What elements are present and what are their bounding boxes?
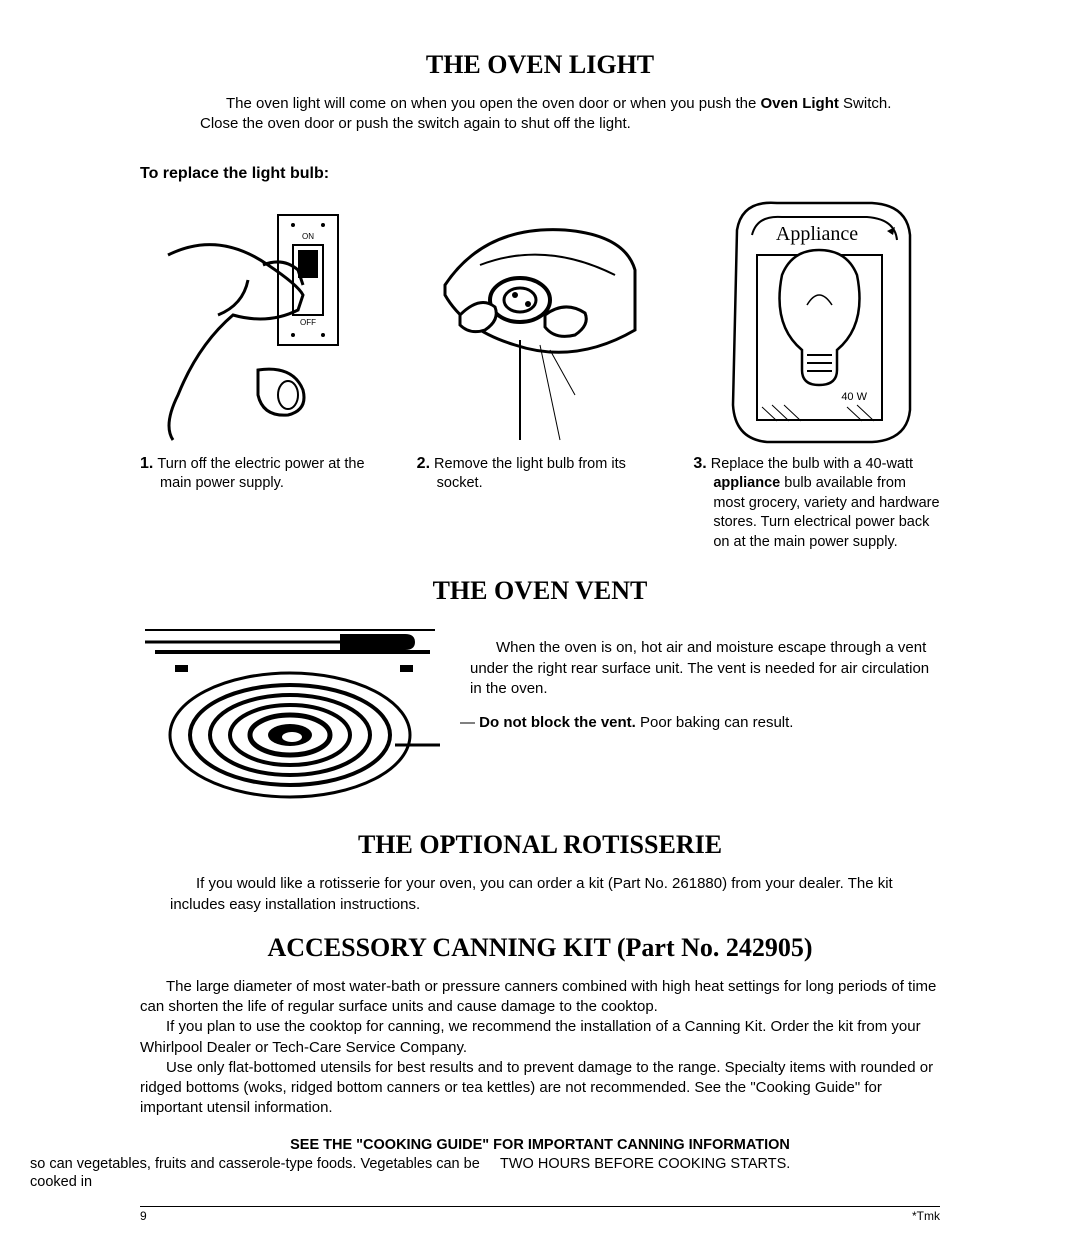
trademark-note: *Tmk xyxy=(912,1209,940,1223)
canning-p1: The large diameter of most water-bath or… xyxy=(140,977,940,1018)
tail-left: so can vegetables, fruits and casserole-… xyxy=(20,1155,490,1193)
oven-vent-p1: When the oven is on, hot air and moistur… xyxy=(470,638,940,699)
svg-text:OFF: OFF xyxy=(300,318,316,327)
hand-flipping-switch-icon: ON OFF xyxy=(148,195,378,445)
tail-columns: so can vegetables, fruits and casserole-… xyxy=(20,1155,960,1193)
tail-right: TWO HOURS BEFORE COOKING STARTS. xyxy=(490,1155,960,1193)
oven-vent-p2: — Do not block the vent. Poor baking can… xyxy=(460,713,940,733)
oven-light-intro: The oven light will come on when you ope… xyxy=(200,94,900,135)
step-2-figure xyxy=(417,195,664,445)
oven-vent-text: When the oven is on, hot air and moistur… xyxy=(470,620,940,747)
step-2: 2. Remove the light bulb from its socket… xyxy=(417,195,664,553)
oven-vent-title: THE OVEN VENT xyxy=(140,576,940,606)
step-1: ON OFF 1. Turn off the electric power at… xyxy=(140,195,387,553)
page-number: 9 xyxy=(140,1209,147,1223)
oven-light-title: THE OVEN LIGHT xyxy=(140,50,940,80)
cooking-guide-notice: SEE THE "COOKING GUIDE" FOR IMPORTANT CA… xyxy=(140,1137,940,1153)
svg-text:40 W: 40 W xyxy=(841,391,867,403)
canning-p3: Use only flat-bottomed utensils for best… xyxy=(140,1058,940,1119)
appliance-bulb-box-icon: Appliance 40 W xyxy=(717,195,917,445)
canning-text: The large diameter of most water-bath or… xyxy=(140,977,940,1119)
step-2-caption: 2. Remove the light bulb from its socket… xyxy=(417,453,664,494)
replace-bulb-heading: To replace the light bulb: xyxy=(140,165,940,183)
step-1-figure: ON OFF xyxy=(140,195,387,445)
step-3-caption: 3. Replace the bulb with a 40-watt appli… xyxy=(693,453,940,553)
step-1-caption: 1. Turn off the electric power at the ma… xyxy=(140,453,387,494)
canning-p2: If you plan to use the cooktop for canni… xyxy=(140,1017,940,1058)
step-3-figure: Appliance 40 W xyxy=(693,195,940,445)
oven-vent-figure xyxy=(140,620,440,810)
rotisserie-title: THE OPTIONAL ROTISSERIE xyxy=(140,830,940,860)
canning-title: ACCESSORY CANNING KIT (Part No. 242905) xyxy=(140,933,940,963)
manual-page: THE OVEN LIGHT The oven light will come … xyxy=(0,0,1080,1233)
bulb-steps: ON OFF 1. Turn off the electric power at… xyxy=(140,195,940,553)
svg-text:Appliance: Appliance xyxy=(776,223,858,245)
burner-vent-icon xyxy=(140,620,440,810)
oven-vent-row: When the oven is on, hot air and moistur… xyxy=(140,620,940,810)
page-footer: 9 *Tmk xyxy=(140,1206,940,1223)
step-3: Appliance 40 W 3. Replace the bulb with … xyxy=(693,195,940,553)
hand-removing-bulb-icon xyxy=(425,195,655,445)
svg-text:ON: ON xyxy=(302,232,314,241)
rotisserie-text: If you would like a rotisserie for your … xyxy=(140,874,940,915)
